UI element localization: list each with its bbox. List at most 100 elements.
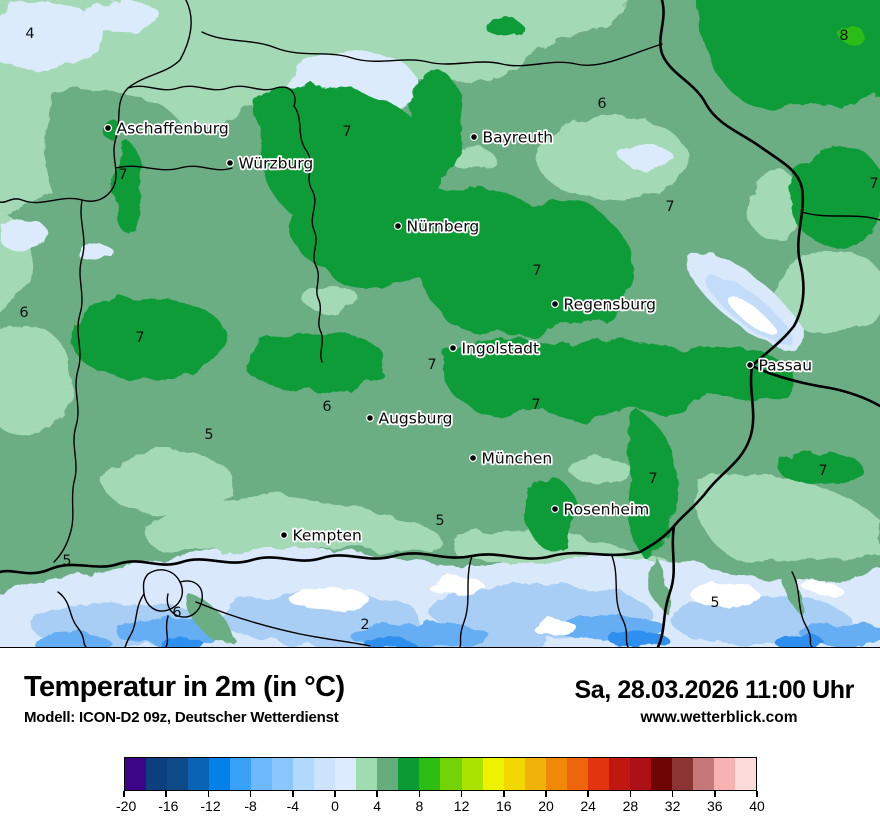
city-marker: Rosenheim: [550, 499, 651, 520]
tick-mark: [165, 791, 167, 797]
city-marker: Würzburg: [226, 153, 315, 174]
city-dot-icon: [280, 530, 289, 539]
colorbar-segment: [272, 758, 294, 790]
colorbar-tick: -12: [200, 791, 221, 814]
colorbar-tick: 28: [622, 791, 638, 814]
tick-mark: [629, 791, 632, 797]
spot-temp-value: 6: [19, 305, 28, 321]
city-marker: Augsburg: [366, 408, 454, 429]
tick-mark: [503, 791, 505, 797]
colorbar-tick: 24: [580, 791, 596, 814]
colorbar-tick: 12: [454, 791, 470, 814]
colorbar-segment: [503, 758, 525, 790]
colorbar-tick: 8: [411, 791, 427, 814]
city-label: Passau: [759, 357, 813, 375]
tick-label: 20: [538, 798, 554, 814]
spot-temp-value: 6: [172, 605, 181, 621]
colorbar-tick: 32: [665, 791, 681, 814]
colorbar-tick: -20: [116, 791, 136, 814]
tick-label: -4: [286, 798, 300, 814]
spot-temp-value: 7: [869, 176, 878, 192]
colorbar-tick: -8: [243, 791, 259, 814]
tick-label: 0: [331, 798, 339, 814]
colorbar-segment: [629, 758, 651, 790]
spot-temp-value: 6: [322, 399, 331, 415]
tick-mark: [587, 791, 589, 797]
spot-temp-value: 7: [342, 124, 351, 140]
city-dot-icon: [449, 344, 458, 353]
colorbar-segment: [188, 758, 210, 790]
temperature-regions: [0, 0, 880, 647]
city-dot-icon: [550, 300, 559, 309]
colorbar-segment: [335, 758, 357, 790]
tick-label: 8: [415, 798, 424, 814]
tick-label: 28: [622, 798, 639, 814]
colorbar-segment: [146, 758, 168, 790]
spot-temp-value: 2: [360, 617, 369, 633]
tick-label: -8: [244, 798, 257, 814]
city-label: Kempten: [293, 527, 362, 545]
spot-temp-value: 7: [532, 263, 541, 279]
temperature-map: 4 8 6 7 7 7 7 7 6 7 7 6 7 5 7 7 5 5 5 6 2 Aschaffenburg Würzb…: [0, 0, 880, 647]
colorbar-segment: [650, 758, 672, 790]
spot-temp-value: 8: [839, 28, 848, 44]
city-marker: Nürnberg: [394, 216, 481, 237]
colorbar-tick-labels: -20 -16 -12 -8 -4 0 4 8 12 16 20 24 28 32 36 40: [116, 791, 765, 817]
tick-mark: [418, 791, 421, 797]
colorbar-segment: [314, 758, 336, 790]
city-dot-icon: [470, 133, 479, 142]
spot-temp-value: 7: [665, 199, 674, 215]
map-area: 4 8 6 7 7 7 7 7 6 7 7 6 7 5 7 7 5 5 5 6 2 Aschaffenburg Würzb…: [0, 0, 880, 648]
colorbar-segment: [587, 758, 609, 790]
border-lines: [0, 0, 880, 647]
tick-label: 40: [749, 798, 765, 814]
border-austria-south: [0, 364, 755, 575]
spot-temperatures: 4 8 6 7 7 7 7 7 6 7 7 6 7 5 7 7 5 5 5 6 2: [19, 26, 878, 633]
colorbar-tick: 4: [369, 791, 385, 814]
city-label: Ingolstadt: [462, 340, 540, 358]
spot-temp-value: 7: [118, 167, 127, 183]
city-label: Nürnberg: [407, 218, 480, 236]
city-marker: Ingolstadt: [449, 338, 541, 359]
colorbar-segment: [482, 758, 504, 790]
spot-temp-value: 7: [818, 463, 827, 479]
colorbar-tick: 20: [538, 791, 554, 814]
spot-temp-value: 7: [427, 357, 436, 373]
colorbar-segment: [293, 758, 315, 790]
colorbar-segment: [608, 758, 630, 790]
city-marker: Kempten: [280, 525, 364, 546]
tick-label: 12: [453, 798, 470, 814]
city-marker: Bayreuth: [470, 127, 555, 148]
city-dot-icon: [366, 414, 375, 423]
tick-label: 32: [664, 798, 681, 814]
colorbar-segment: [419, 758, 441, 790]
colorbar-tick: 0: [327, 791, 343, 814]
colorbar-tick: -16: [158, 791, 178, 814]
city-marker: Passau: [745, 355, 814, 376]
tick-mark: [376, 791, 378, 797]
colorbar-segment: [461, 758, 483, 790]
colorbar-tick: 16: [496, 791, 512, 814]
city-dot-icon: [226, 159, 235, 168]
city-dot-icon: [550, 505, 559, 514]
city-marker: Regensburg: [550, 294, 658, 315]
tick-mark: [545, 791, 547, 797]
city-marker: Aschaffenburg: [103, 118, 230, 139]
city-label: Regensburg: [564, 296, 657, 314]
city-dot-icon: [394, 222, 403, 231]
temperature-colorbar: [124, 757, 757, 791]
colorbar-segment: [713, 758, 735, 790]
city-dot-icon: [745, 361, 754, 370]
spot-temp-value: 5: [435, 513, 444, 529]
city-label: München: [482, 450, 553, 468]
spot-temp-value: 6: [597, 96, 606, 112]
spot-temp-value: 5: [204, 427, 213, 443]
website-url: www.wetterblick.com: [640, 709, 798, 726]
colorbar-tick: 40: [749, 791, 765, 814]
colorbar-segment: [734, 758, 756, 790]
model-info: Modell: ICON-D2 09z, Deutscher Wetterdie…: [24, 709, 339, 726]
tick-mark: [460, 791, 463, 797]
colorbar-segment: [125, 758, 147, 790]
colorbar-segment: [356, 758, 378, 790]
